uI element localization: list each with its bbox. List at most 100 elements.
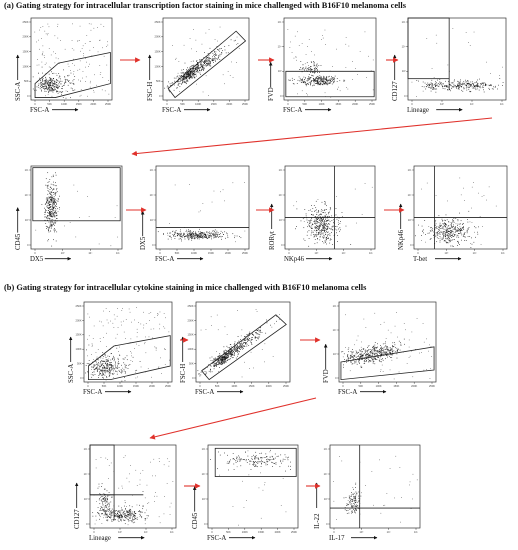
event-dot (324, 221, 326, 223)
event-dot (467, 236, 469, 237)
event-dot (310, 72, 312, 73)
event-dot (57, 58, 59, 60)
event-dot (448, 237, 449, 238)
event-dot (330, 238, 331, 240)
event-dot (114, 217, 116, 218)
event-dot (446, 86, 447, 87)
event-dot (197, 64, 199, 66)
event-dot (445, 241, 447, 243)
event-dot (442, 233, 444, 235)
event-dot (306, 234, 308, 236)
event-dot (48, 87, 49, 88)
event-dot (101, 363, 103, 365)
event-dot (192, 70, 193, 72)
event-dot (189, 78, 191, 80)
event-dot (372, 358, 374, 360)
event-dot (391, 348, 393, 350)
event-dot (98, 368, 100, 370)
event-dot (210, 233, 211, 235)
event-dot (49, 87, 51, 88)
event-dot (107, 360, 108, 362)
event-dot (438, 85, 440, 87)
event-dot (248, 345, 250, 346)
event-dot (216, 364, 218, 365)
event-dot (374, 348, 375, 349)
event-dot (163, 234, 164, 235)
event-dot (318, 212, 319, 213)
event-dot (302, 218, 304, 220)
event-dot (361, 351, 363, 352)
event-dot (474, 88, 476, 89)
event-dot (464, 232, 466, 233)
event-dot (328, 76, 329, 78)
event-dot (374, 346, 376, 348)
event-dot (476, 84, 478, 86)
event-dot (229, 347, 230, 349)
event-dot (302, 78, 303, 80)
event-dot (77, 40, 79, 42)
event-dot (55, 53, 56, 54)
event-dot (464, 84, 466, 86)
event-dot (198, 67, 200, 69)
event-dot (447, 64, 449, 66)
event-dot (226, 357, 228, 358)
event-dot (187, 72, 188, 74)
event-dot (328, 234, 330, 236)
event-dot (453, 80, 455, 82)
event-dot (373, 358, 375, 360)
event-dot (150, 312, 152, 313)
event-dot (196, 234, 198, 236)
event-dot (186, 69, 188, 71)
event-dot (453, 83, 455, 85)
event-dot (373, 345, 374, 347)
event-dot (51, 225, 53, 227)
event-dot (111, 368, 113, 370)
event-dot (471, 86, 473, 88)
event-dot (324, 212, 326, 214)
event-dot (364, 361, 366, 362)
event-dot (327, 231, 329, 233)
event-dot (372, 353, 374, 354)
event-dot (389, 355, 390, 357)
plot-frame (283, 17, 377, 101)
event-dot (291, 52, 293, 53)
event-dot (301, 71, 303, 73)
event-dot (451, 231, 453, 233)
event-dot (197, 67, 198, 68)
x-tick-label: 0 (159, 251, 161, 255)
event-dot (345, 43, 347, 45)
event-dot (436, 83, 438, 85)
event-dot (226, 357, 228, 359)
event-dot (315, 228, 317, 229)
event-dot (219, 26, 221, 28)
event-dot (53, 202, 55, 204)
event-dot (57, 208, 59, 210)
event-dot (46, 218, 48, 219)
event-dot (42, 80, 44, 82)
event-dot (100, 366, 101, 368)
event-dot (304, 209, 306, 210)
event-dot (208, 54, 210, 56)
event-dot (186, 76, 187, 77)
event-dot (320, 221, 322, 223)
event-dot (299, 69, 300, 70)
event-dot (340, 229, 341, 231)
event-dot (323, 75, 324, 77)
event-dot (382, 358, 383, 359)
event-dot (214, 56, 215, 57)
event-dot (306, 83, 308, 85)
event-dot (251, 343, 253, 345)
event-dot (448, 235, 450, 237)
event-dot (314, 65, 316, 66)
event-dot (176, 76, 178, 78)
event-dot (210, 236, 212, 238)
event-dot (337, 235, 338, 236)
event-dot (46, 80, 48, 82)
event-dot (44, 217, 46, 218)
event-dot (324, 231, 325, 232)
event-dot (398, 371, 400, 373)
event-dot (191, 236, 193, 238)
event-dot (212, 362, 213, 364)
event-dot (223, 358, 224, 360)
event-dot (207, 232, 209, 234)
